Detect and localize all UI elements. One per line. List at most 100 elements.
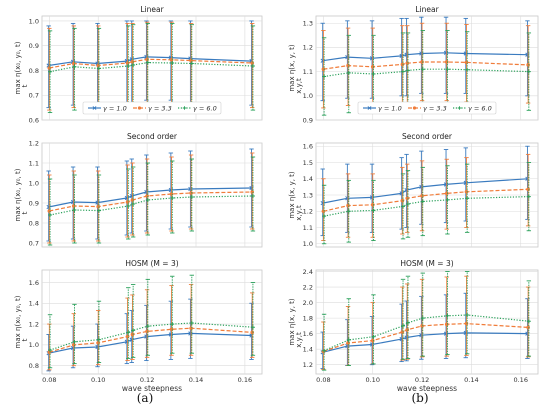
data-point (346, 209, 351, 214)
data-point (322, 214, 327, 219)
data-point (464, 321, 469, 326)
y-tick-label: 1.2 (29, 320, 39, 328)
data-point (70, 199, 76, 205)
series-2 (321, 22, 531, 109)
y-tick-label: 1.2 (303, 361, 313, 369)
data-point (346, 341, 350, 345)
legend-marker (92, 106, 97, 110)
data-point (321, 209, 326, 214)
data-point (464, 60, 469, 65)
data-point (130, 332, 135, 337)
data-point (96, 337, 101, 342)
data-point (72, 208, 77, 212)
data-point (463, 330, 468, 336)
data-point (420, 316, 425, 321)
y-axis-label-subscript: t (21, 211, 29, 214)
data-point (321, 67, 326, 72)
data-point (169, 327, 174, 332)
data-point (463, 51, 468, 56)
legend-marker (367, 106, 372, 110)
y-tick-label: 1.1 (29, 159, 39, 167)
data-point (145, 324, 150, 329)
series-3 (321, 271, 532, 371)
legend: γ = 1.0 γ = 3.3 γ = 6.0 (357, 101, 497, 115)
series-line (323, 196, 529, 217)
data-point (71, 61, 76, 66)
data-point (370, 202, 375, 207)
data-point (526, 194, 531, 199)
data-point (125, 334, 130, 339)
data-point (445, 67, 450, 72)
data-point (250, 330, 255, 335)
data-point (346, 70, 351, 75)
data-point (444, 191, 449, 196)
x-tick-label: 0.14 (189, 376, 203, 384)
data-point (125, 61, 130, 65)
legend: γ = 1.0 γ = 3.3 γ = 6.0 (82, 101, 222, 115)
y-axis-label: max η(x₀, y₀, t) (14, 41, 22, 94)
y-axis-label: max η(x, y, t) (288, 171, 296, 219)
series-line (49, 322, 253, 351)
data-point (47, 350, 52, 354)
data-point (526, 319, 531, 324)
x-tick-label: 0.08 (42, 376, 56, 384)
data-point (189, 195, 194, 199)
data-point (96, 63, 101, 68)
data-point (401, 204, 406, 209)
y-tick-label: 1.6 (29, 279, 39, 287)
data-point (526, 325, 530, 330)
data-point (145, 57, 149, 62)
legend-marker (412, 106, 417, 110)
y-tick-label: 0.7 (29, 239, 39, 247)
legend-label: γ = 6.0 (468, 104, 492, 112)
data-point (48, 348, 53, 353)
y-tick-label: 1.0 (303, 92, 313, 100)
data-point (420, 194, 424, 198)
y-axis-label-subscript: t (21, 338, 29, 341)
data-point (144, 189, 149, 195)
plot-area (315, 269, 539, 375)
data-point (404, 52, 409, 57)
data-point (370, 338, 375, 343)
y-tick-label: 0.8 (29, 219, 39, 227)
y-tick-label: 0.9 (29, 199, 39, 207)
x-axis-label: wave steepness (122, 384, 182, 393)
data-point (126, 204, 131, 208)
data-point (525, 52, 530, 57)
data-point (346, 203, 350, 208)
x-tick-label: 0.12 (415, 376, 429, 384)
data-point (444, 322, 449, 327)
data-point (405, 68, 410, 73)
y-tick-label: 2.0 (303, 299, 313, 307)
data-point (400, 330, 405, 334)
y-tick-label: 1.5 (303, 159, 313, 167)
data-point (465, 67, 470, 72)
data-point (95, 344, 100, 350)
chart-panel-5: 0.8 1.0 1.2 1.4 1.6 0.08 0.10 0.12 0.14 0.16 HOSM … (14, 259, 263, 393)
data-point (170, 61, 175, 66)
y-tick-label: 1.6 (303, 330, 313, 338)
series-1 (320, 145, 530, 237)
y-tick-label: 1.8 (303, 314, 313, 322)
chart-title: Second order (402, 132, 453, 141)
data-point (47, 66, 52, 70)
y-tick-label: 1.2 (303, 208, 313, 216)
x-tick-label: 0.12 (140, 376, 154, 384)
x-tick-label: 0.10 (91, 376, 105, 384)
series-3 (321, 162, 532, 245)
data-point (404, 335, 409, 340)
data-point (250, 194, 255, 198)
data-point (420, 67, 425, 72)
series-1 (46, 148, 254, 242)
data-point (250, 64, 255, 69)
data-point (322, 74, 327, 79)
data-point (131, 63, 136, 68)
data-point (46, 204, 51, 210)
y-axis-label-subscript: x,y,t (295, 205, 303, 221)
data-point (130, 198, 135, 202)
data-point (189, 326, 193, 331)
series-3 (47, 156, 256, 246)
legend-marker (457, 106, 462, 110)
y-axis-label: max η(x₀, y₀, t) (14, 295, 22, 348)
y-tick-label: 2.2 (303, 283, 313, 291)
